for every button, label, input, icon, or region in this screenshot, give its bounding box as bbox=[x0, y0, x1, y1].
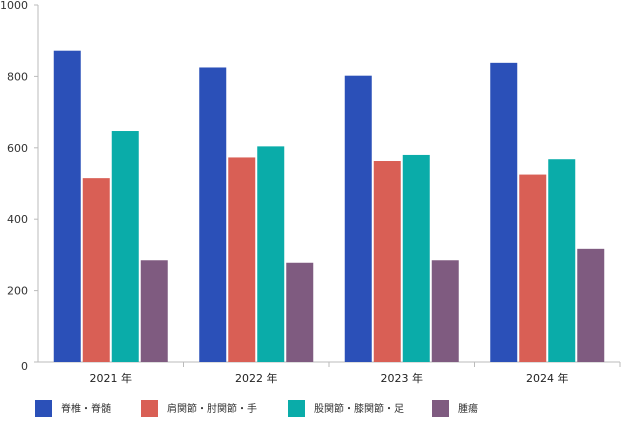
legend-label: 肩関節・肘関節・手 bbox=[167, 402, 257, 415]
bar bbox=[199, 67, 227, 362]
bar bbox=[490, 62, 518, 363]
bar bbox=[431, 260, 459, 362]
bar bbox=[257, 146, 285, 362]
bar bbox=[286, 262, 314, 362]
bar bbox=[111, 131, 139, 362]
bar bbox=[519, 174, 547, 362]
legend-swatch bbox=[432, 400, 449, 417]
legend-swatch bbox=[141, 400, 158, 417]
legend-swatch bbox=[35, 400, 52, 417]
x-tick-label: 2023 年 bbox=[381, 371, 424, 385]
x-tick-label: 2021 年 bbox=[90, 371, 133, 385]
bar bbox=[577, 248, 605, 362]
bar bbox=[140, 260, 168, 362]
y-tick-label: 600 bbox=[7, 142, 28, 155]
y-tick-label: 200 bbox=[7, 285, 28, 298]
legend-label: 股関節・膝関節・足 bbox=[314, 402, 404, 415]
bar bbox=[82, 178, 110, 362]
bar bbox=[228, 157, 256, 362]
bar bbox=[402, 154, 430, 362]
legend: 脊椎・脊髄 肩関節・肘関節・手 股関節・膝関節・足 腫瘍 bbox=[35, 400, 478, 417]
legend-label: 腫瘍 bbox=[458, 402, 478, 415]
bar bbox=[373, 161, 401, 362]
bars bbox=[53, 50, 605, 363]
y-tick-label: 1000 bbox=[0, 0, 28, 12]
y-tick-label: 400 bbox=[7, 213, 28, 226]
x-tick-label: 2022 年 bbox=[235, 371, 278, 385]
legend-label: 脊椎・脊髄 bbox=[61, 402, 111, 415]
bar bbox=[548, 159, 576, 362]
x-tick-label: 2024 年 bbox=[526, 371, 569, 385]
y-axis-ticks: 0 200 400 600 800 1000 bbox=[0, 0, 38, 373]
x-axis-labels: 2021 年 2022 年 2023 年 2024 年 bbox=[90, 371, 569, 385]
legend-swatch bbox=[288, 400, 305, 417]
y-tick-label: 0 bbox=[21, 360, 28, 373]
bar bbox=[53, 50, 81, 363]
y-tick-label: 800 bbox=[7, 70, 28, 83]
bar bbox=[344, 75, 372, 362]
